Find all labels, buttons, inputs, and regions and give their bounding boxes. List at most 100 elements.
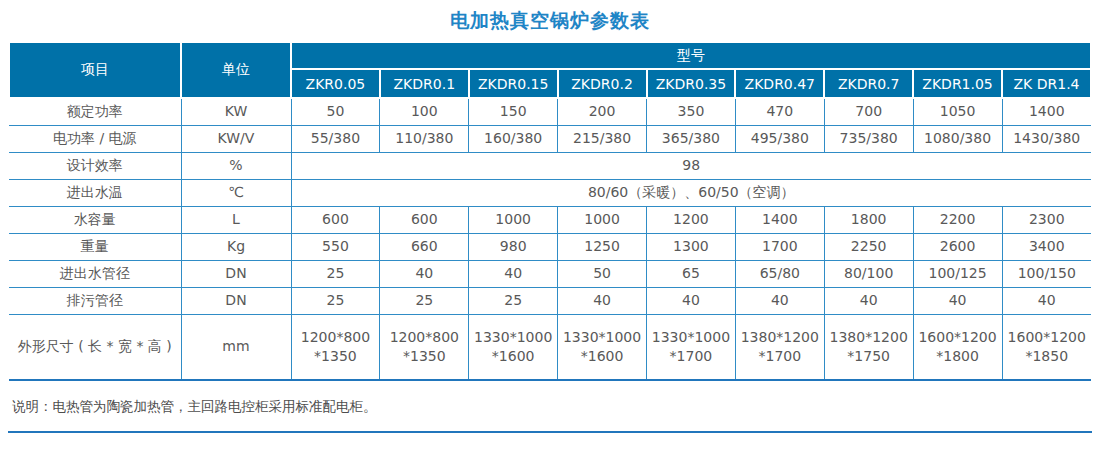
cell-value: 1000 xyxy=(469,206,558,233)
cell-value: 40 xyxy=(380,260,469,287)
cell-value: 600 xyxy=(380,206,469,233)
cell-value: 1400 xyxy=(1002,98,1091,125)
row-unit: mm xyxy=(181,314,291,380)
cell-value: 25 xyxy=(291,287,380,314)
cell-value: 40 xyxy=(735,287,824,314)
table-row: 水容量L6006001000100012001400180022002300 xyxy=(9,206,1091,233)
table-row: 进出水温℃80/60（采暖）、60/50（空调） xyxy=(9,179,1091,206)
model-col-header: ZKDR0.35 xyxy=(647,69,736,98)
row-unit: ℃ xyxy=(181,179,291,206)
row-span-value: 98 xyxy=(291,152,1091,179)
cell-value: 1700 xyxy=(735,233,824,260)
cell-value: 1300 xyxy=(647,233,736,260)
cell-value: 980 xyxy=(469,233,558,260)
cell-value: 50 xyxy=(558,260,647,287)
cell-value: 1600*1200 *1800 xyxy=(913,314,1002,380)
row-label: 电功率 / 电源 xyxy=(9,125,181,152)
cell-value: 2250 xyxy=(824,233,913,260)
cell-value: 40 xyxy=(824,287,913,314)
page: 电加热真空锅炉参数表 项目 单位 型号 ZKR0.05ZKDR0.1ZKDR0.… xyxy=(0,0,1100,450)
cell-value: 100/150 xyxy=(1002,260,1091,287)
row-unit: KW xyxy=(181,98,291,125)
corner-item-header: 项目 xyxy=(9,43,181,98)
table-row: 电功率 / 电源KW/V55/380110/380160/380215/3803… xyxy=(9,125,1091,152)
table-body: 额定功率KW5010015020035047070010501400电功率 / … xyxy=(9,98,1091,380)
model-col-header: ZKDR1.05 xyxy=(913,69,1002,98)
row-label: 外形尺寸 ( 长 * 宽 * 高 ) xyxy=(9,314,181,380)
table-row: 重量Kg550660980125013001700225026003400 xyxy=(9,233,1091,260)
row-unit: Kg xyxy=(181,233,291,260)
cell-value: 25 xyxy=(291,260,380,287)
cell-value: 65 xyxy=(647,260,736,287)
cell-value: 1080/380 xyxy=(913,125,1002,152)
row-span-value: 80/60（采暖）、60/50（空调） xyxy=(291,179,1091,206)
cell-value: 50 xyxy=(291,98,380,125)
table-row: 额定功率KW5010015020035047070010501400 xyxy=(9,98,1091,125)
table-row: 进出水管径DN254040506565/8080/100100/125100/1… xyxy=(9,260,1091,287)
cell-value: 200 xyxy=(558,98,647,125)
bottom-divider xyxy=(8,431,1092,433)
cell-value: 470 xyxy=(735,98,824,125)
cell-value: 660 xyxy=(380,233,469,260)
cell-value: 1430/380 xyxy=(1002,125,1091,152)
cell-value: 700 xyxy=(824,98,913,125)
row-unit: L xyxy=(181,206,291,233)
cell-value: 150 xyxy=(469,98,558,125)
table-row: 外形尺寸 ( 长 * 宽 * 高 )mm1200*800 *13501200*8… xyxy=(9,314,1091,380)
cell-value: 100/125 xyxy=(913,260,1002,287)
corner-unit-header: 单位 xyxy=(181,43,291,98)
model-col-header: ZKDR0.1 xyxy=(380,69,469,98)
cell-value: 1000 xyxy=(558,206,647,233)
cell-value: 40 xyxy=(469,260,558,287)
table-row: 设计效率%98 xyxy=(9,152,1091,179)
model-col-header: ZK DR1.4 xyxy=(1002,69,1091,98)
cell-value: 1330*1000 *1600 xyxy=(558,314,647,380)
cell-value: 1330*1000 *1600 xyxy=(469,314,558,380)
cell-value: 1200*800 *1350 xyxy=(291,314,380,380)
cell-value: 40 xyxy=(1002,287,1091,314)
cell-value: 1200 xyxy=(647,206,736,233)
row-label: 进出水管径 xyxy=(9,260,181,287)
parameter-table: 项目 单位 型号 ZKR0.05ZKDR0.1ZKDR0.15ZKDR0.2ZK… xyxy=(8,43,1092,381)
cell-value: 2300 xyxy=(1002,206,1091,233)
note-text: 说明：电热管为陶瓷加热管，主回路电控柜采用标准配电柜。 xyxy=(12,398,1100,416)
model-col-header: ZKDR0.7 xyxy=(824,69,913,98)
cell-value: 1250 xyxy=(558,233,647,260)
cell-value: 25 xyxy=(469,287,558,314)
row-unit: DN xyxy=(181,260,291,287)
cell-value: 1400 xyxy=(735,206,824,233)
model-col-header: ZKDR0.2 xyxy=(558,69,647,98)
cell-value: 160/380 xyxy=(469,125,558,152)
model-col-header: ZKR0.05 xyxy=(291,69,380,98)
cell-value: 1380*1200 *1750 xyxy=(824,314,913,380)
cell-value: 25 xyxy=(380,287,469,314)
cell-value: 215/380 xyxy=(558,125,647,152)
row-label: 设计效率 xyxy=(9,152,181,179)
cell-value: 80/100 xyxy=(824,260,913,287)
row-label: 水容量 xyxy=(9,206,181,233)
cell-value: 65/80 xyxy=(735,260,824,287)
cell-value: 100 xyxy=(380,98,469,125)
table-row: 排污管径DN252525404040404040 xyxy=(9,287,1091,314)
cell-value: 110/380 xyxy=(380,125,469,152)
cell-value: 40 xyxy=(647,287,736,314)
cell-value: 1050 xyxy=(913,98,1002,125)
cell-value: 550 xyxy=(291,233,380,260)
row-label: 排污管径 xyxy=(9,287,181,314)
cell-value: 3400 xyxy=(1002,233,1091,260)
cell-value: 495/380 xyxy=(735,125,824,152)
cell-value: 350 xyxy=(647,98,736,125)
cell-value: 1600*1200 *1850 xyxy=(1002,314,1091,380)
cell-value: 40 xyxy=(558,287,647,314)
table-header: 项目 单位 型号 ZKR0.05ZKDR0.1ZKDR0.15ZKDR0.2ZK… xyxy=(9,43,1091,98)
header-group-row: 项目 单位 型号 xyxy=(9,43,1091,69)
cell-value: 1200*800 *1350 xyxy=(380,314,469,380)
cell-value: 2200 xyxy=(913,206,1002,233)
page-title: 电加热真空锅炉参数表 xyxy=(0,0,1100,43)
row-unit: KW/V xyxy=(181,125,291,152)
row-label: 进出水温 xyxy=(9,179,181,206)
row-label: 重量 xyxy=(9,233,181,260)
cell-value: 1380*1200 *1700 xyxy=(735,314,824,380)
model-col-header: ZKDR0.15 xyxy=(469,69,558,98)
cell-value: 735/380 xyxy=(824,125,913,152)
